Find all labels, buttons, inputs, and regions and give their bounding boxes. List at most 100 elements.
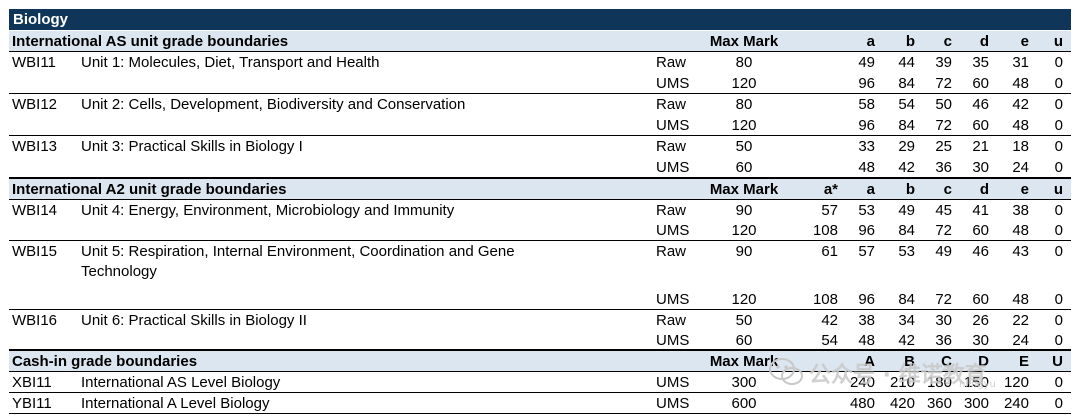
section-header-a2: International A2 unit grade boundaries M… — [9, 179, 1071, 199]
mark-type: Raw — [656, 243, 687, 260]
grade-d: 150 — [963, 374, 989, 391]
grade-e: 31 — [1012, 54, 1029, 71]
mark-type: Raw — [656, 138, 687, 155]
max-mark: 60 — [735, 332, 753, 349]
watermark-text: 公众号 · 维诺教育 — [809, 363, 987, 388]
header-e: e — [1020, 33, 1029, 50]
grade-e: 48 — [1012, 222, 1029, 239]
unit-code: WBI12 — [12, 96, 58, 113]
unit-code: XBI11 — [12, 374, 52, 391]
grade-a: 49 — [858, 54, 875, 71]
page-title-bar: Biology — [9, 9, 1071, 30]
divider — [9, 392, 1071, 393]
mark-type: UMS — [656, 291, 690, 308]
max-mark: 300 — [731, 374, 757, 391]
grade-d: 60 — [972, 117, 989, 134]
grade-d: 41 — [972, 202, 989, 219]
mark-type: Raw — [656, 54, 687, 71]
grade-e: 48 — [1012, 75, 1029, 92]
header-b: b — [905, 181, 915, 198]
header-a: a — [866, 33, 875, 50]
section-header-as: International AS unit grade boundaries M… — [9, 31, 1071, 51]
header-a: a — [866, 181, 875, 198]
grade-c: 72 — [935, 117, 952, 134]
grade-a-star: 57 — [821, 202, 838, 219]
header-d: d — [979, 181, 989, 198]
unit-code: WBI14 — [12, 202, 58, 219]
max-mark: 50 — [735, 312, 753, 329]
grade-e: 22 — [1012, 312, 1029, 329]
grade-c: 72 — [935, 222, 952, 239]
divider — [9, 349, 1071, 351]
grade-c: 45 — [935, 202, 952, 219]
unit-title: International A Level Biology — [81, 395, 270, 412]
grade-boundaries-document: Biology International AS unit grade boun… — [9, 9, 1071, 415]
grade-c: 30 — [935, 312, 952, 329]
watermark: 公众号 · 维诺教育 nlingyu — [769, 353, 1069, 393]
grade-b: 42 — [898, 159, 915, 176]
max-mark: 80 — [735, 54, 753, 71]
grade-d: 35 — [972, 54, 989, 71]
grade-b: 49 — [898, 202, 915, 219]
grade-a-star: 54 — [821, 332, 838, 349]
grade-u: 0 — [1054, 202, 1063, 219]
unit-code: WBI11 — [12, 54, 56, 71]
grade-u: 0 — [1054, 291, 1063, 308]
grade-a: 57 — [858, 243, 875, 260]
grade-a-star: 42 — [821, 312, 838, 329]
grade-c: 25 — [935, 138, 952, 155]
mark-type: UMS — [656, 395, 690, 412]
section-header-cash-in: Cash-in grade boundaries Max Mark A B C … — [9, 351, 1071, 371]
grade-b: 210 — [889, 374, 915, 391]
grade-c: 49 — [935, 243, 952, 260]
section-heading: Cash-in grade boundaries — [12, 353, 198, 370]
mark-type: UMS — [656, 117, 690, 134]
grade-c: 360 — [926, 395, 952, 412]
unit-title: International AS Level Biology — [81, 374, 281, 391]
section-heading: International AS unit grade boundaries — [12, 33, 289, 50]
unit-title: Unit 1: Molecules, Diet, Transport and H… — [81, 54, 380, 71]
grade-b: 29 — [898, 138, 915, 155]
grade-u: 0 — [1054, 243, 1063, 260]
header-d: d — [979, 33, 989, 50]
header-u: u — [1053, 181, 1063, 198]
section-heading: International A2 unit grade boundaries — [12, 181, 287, 198]
grade-a: 96 — [858, 222, 875, 239]
grade-a: 48 — [858, 159, 875, 176]
grade-b: 420 — [889, 395, 915, 412]
grade-b: 42 — [898, 332, 915, 349]
table-row: WBI16 Unit 6: Practical Skills in Biolog… — [9, 310, 1071, 330]
grade-d: 60 — [972, 222, 989, 239]
header-max-mark: Max Mark — [709, 33, 779, 50]
unit-title: Unit 2: Cells, Development, Biodiversity… — [81, 96, 466, 113]
grade-u: 0 — [1054, 222, 1063, 239]
table-row: UMS 120 96 84 72 60 48 0 — [9, 73, 1071, 93]
divider — [9, 135, 1071, 136]
divider — [9, 240, 1071, 241]
grade-d: 21 — [972, 138, 989, 155]
grade-e: 42 — [1012, 96, 1029, 113]
unit-title-continued: Technology — [81, 263, 157, 280]
table-row: WBI13 Unit 3: Practical Skills in Biolog… — [9, 136, 1071, 156]
grade-d: 46 — [972, 96, 989, 113]
max-mark: 120 — [731, 117, 757, 134]
header-c: c — [943, 181, 952, 198]
grade-u: 0 — [1054, 332, 1063, 349]
divider — [9, 413, 1071, 414]
header-a-star: a* — [823, 181, 838, 198]
table-row: UMS 120 96 84 72 60 48 0 — [9, 115, 1071, 135]
mark-type: UMS — [656, 75, 690, 92]
max-mark: 60 — [735, 159, 753, 176]
grade-a-star: 108 — [812, 222, 838, 239]
grade-a: 96 — [858, 291, 875, 308]
grade-e: 120 — [1003, 374, 1029, 391]
divider — [9, 371, 1071, 372]
header-a: A — [864, 353, 875, 370]
grade-c: 72 — [935, 291, 952, 308]
table-row: UMS 60 54 48 42 36 30 24 0 — [9, 330, 1071, 350]
table-row: YBI11 International A Level Biology UMS … — [9, 393, 1071, 413]
max-mark: 120 — [731, 75, 757, 92]
table-row: UMS 60 48 42 36 30 24 0 — [9, 157, 1071, 177]
grade-b: 84 — [898, 75, 915, 92]
grade-u: 0 — [1054, 374, 1063, 391]
